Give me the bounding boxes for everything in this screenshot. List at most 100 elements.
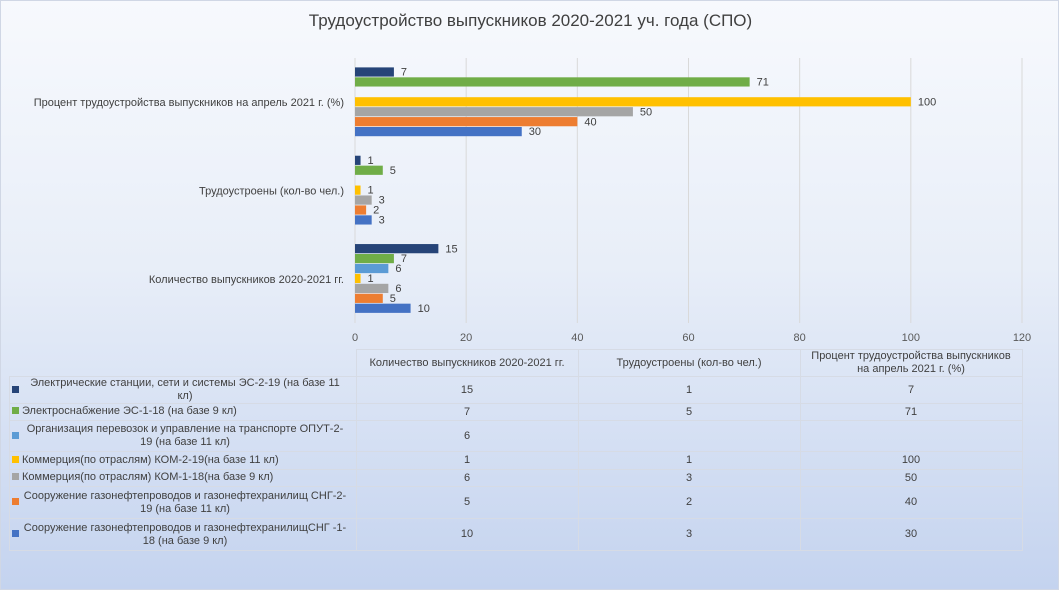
table-cell — [577, 420, 801, 452]
table-series-cell: Сооружение газонефтепроводов и газонефте… — [9, 518, 357, 551]
legend-key — [12, 530, 19, 537]
bar — [355, 253, 394, 264]
table-cell: 1 — [577, 376, 801, 404]
bar — [355, 127, 522, 137]
chart-title: Трудоустройство выпускников 2020-2021 уч… — [308, 11, 753, 30]
legend-key — [12, 385, 19, 393]
data-label: 2 — [373, 205, 379, 217]
data-label: 40 — [584, 116, 596, 128]
table-cell: 30 — [799, 518, 1023, 551]
table-cell: 50 — [799, 469, 1023, 487]
bar — [355, 155, 361, 165]
series-name: Электрические станции, сети и системы ЭС… — [30, 377, 340, 402]
table-row: Сооружение газонефтепроводов и газонефте… — [9, 486, 1023, 519]
bar — [355, 117, 578, 127]
table-header: Процент трудоустройства выпускников на а… — [799, 349, 1023, 377]
table-header-row: Количество выпускников 2020-2021 гг. Тру… — [9, 349, 1023, 377]
series-name: Организация перевозок и управление на тр… — [26, 423, 344, 448]
legend-key — [12, 473, 19, 481]
bar — [355, 195, 372, 205]
table-row: Сооружение газонефтепроводов и газонефте… — [9, 518, 1023, 551]
bar — [355, 215, 372, 225]
data-label: 5 — [390, 165, 396, 177]
table-series-cell: Электрические станции, сети и системы ЭС… — [9, 376, 357, 404]
table-cell: 2 — [577, 486, 801, 519]
table-cell: 10 — [355, 518, 579, 551]
data-label: 3 — [379, 195, 385, 207]
data-label: 1 — [368, 155, 374, 167]
series-name: Коммерция(по отраслям) КОМ-2-19(на базе … — [22, 453, 279, 466]
x-tick-label: 120 — [1013, 332, 1031, 344]
table-cell — [799, 420, 1023, 452]
table-cell: 3 — [577, 469, 801, 487]
data-label: 30 — [529, 126, 541, 138]
bar — [355, 263, 389, 274]
table-cell: 6 — [355, 420, 579, 452]
series-name: Электроснабжение ЭС-1-18 (на базе 9 кл) — [22, 405, 237, 418]
data-label: 5 — [390, 293, 396, 305]
table-cell: 15 — [355, 376, 579, 404]
table-body: Электрические станции, сети и системы ЭС… — [9, 376, 1023, 551]
series-name: Коммерция(по отраслям) КОМ-1-18(на базе … — [22, 471, 274, 484]
table-cell: 7 — [799, 376, 1023, 404]
table-cell: 1 — [577, 451, 801, 470]
table-series-cell: Коммерция(по отраслям) КОМ-2-19(на базе … — [9, 451, 357, 470]
table-cell: 1 — [355, 451, 579, 470]
table-cell: 40 — [799, 486, 1023, 519]
data-label: 3 — [379, 215, 385, 227]
bar — [355, 67, 394, 77]
bar — [355, 165, 383, 175]
table-row: Организация перевозок и управление на тр… — [9, 420, 1023, 452]
data-label: 100 — [918, 96, 936, 108]
bar — [355, 185, 361, 195]
table-cell: 3 — [577, 518, 801, 551]
legend-key — [12, 498, 19, 505]
table-header: Трудоустроены (кол-во чел.) — [577, 349, 801, 377]
category-label: Процент трудоустройства выпускников на а… — [34, 97, 344, 109]
bar — [355, 107, 633, 117]
data-label: 1 — [368, 273, 374, 285]
data-label: 6 — [395, 283, 401, 295]
data-label: 71 — [757, 77, 769, 89]
table-cell: 7 — [355, 403, 579, 421]
table-row: Электроснабжение ЭС-1-18 (на базе 9 кл) 7… — [9, 403, 1023, 421]
table-corner — [9, 349, 357, 377]
data-label: 7 — [401, 67, 407, 79]
series-name: Сооружение газонефтепроводов и газонефте… — [23, 521, 347, 547]
data-label: 6 — [395, 263, 401, 275]
table-row: Коммерция(по отраслям) КОМ-1-18(на базе … — [9, 469, 1023, 487]
bar — [355, 273, 361, 284]
table-cell: 5 — [577, 403, 801, 421]
series-name: Сооружение газонефтепроводов и газонефте… — [23, 489, 347, 515]
data-label: 1 — [368, 185, 374, 197]
table-header: Количество выпускников 2020-2021 гг. — [355, 349, 579, 377]
x-tick-label: 60 — [682, 332, 694, 344]
table-series-cell: Организация перевозок и управление на тр… — [9, 420, 357, 452]
data-label: 10 — [418, 303, 430, 315]
table-row: Электрические станции, сети и системы ЭС… — [9, 376, 1023, 404]
bar — [355, 293, 383, 303]
bar — [355, 283, 389, 294]
table-cell: 5 — [355, 486, 579, 519]
table-series-cell: Электроснабжение ЭС-1-18 (на базе 9 кл) — [9, 403, 357, 421]
x-tick-label: 0 — [352, 332, 358, 344]
data-label: 50 — [640, 106, 652, 118]
legend-key — [12, 407, 19, 415]
bar — [355, 77, 750, 87]
data-table: Количество выпускников 2020-2021 гг. Тру… — [9, 349, 1023, 551]
bar — [355, 97, 911, 107]
data-label: 7 — [401, 253, 407, 265]
x-tick-label: 100 — [902, 332, 920, 344]
bar — [355, 303, 411, 313]
table-cell: 71 — [799, 403, 1023, 421]
bar — [355, 244, 439, 254]
category-label: Трудоустроены (кол-во чел.) — [199, 186, 344, 198]
legend-key — [12, 455, 19, 463]
x-tick-label: 40 — [571, 332, 583, 344]
table-row: Коммерция(по отраслям) КОМ-2-19(на базе … — [9, 451, 1023, 470]
table-series-cell: Коммерция(по отраслям) КОМ-1-18(на базе … — [9, 469, 357, 487]
table-cell: 100 — [799, 451, 1023, 470]
legend-key — [12, 431, 19, 439]
x-tick-label: 80 — [794, 332, 806, 344]
